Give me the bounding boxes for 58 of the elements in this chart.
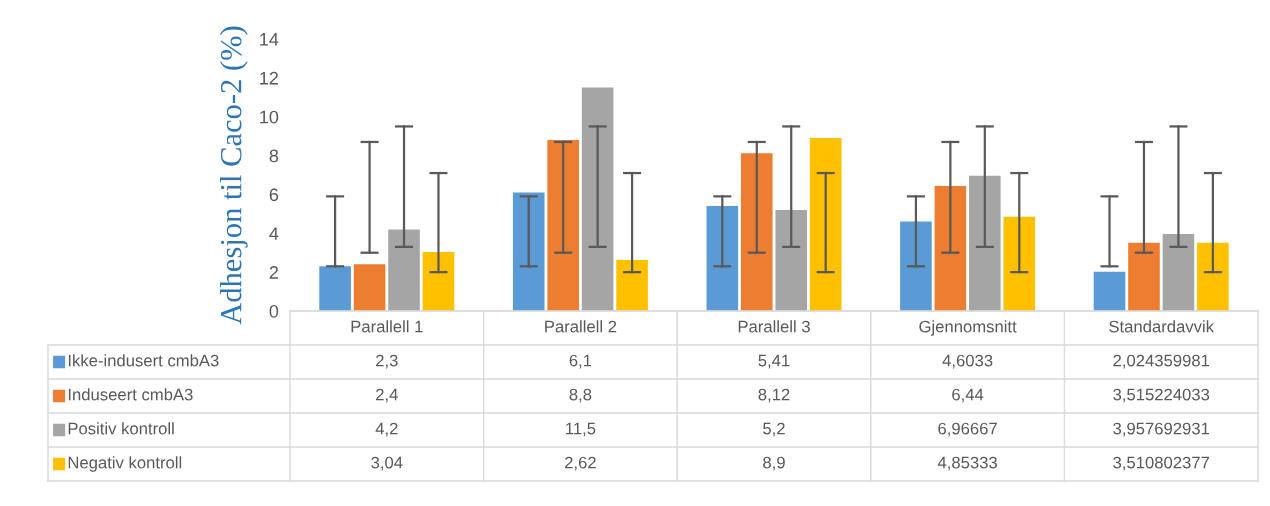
bar (319, 266, 351, 311)
data-label: 2,024359981 (1113, 354, 1210, 369)
bar (1197, 242, 1229, 311)
data-label: 6,44 (952, 388, 984, 403)
bar (616, 260, 648, 311)
data-label: 8,9 (763, 456, 785, 471)
bar (547, 140, 579, 311)
y-tick-label: 2 (269, 266, 278, 279)
x-tick-label: Gjennomsnitt (919, 320, 1017, 336)
data-label: 11,5 (566, 422, 596, 437)
data-label: 2,3 (376, 354, 398, 369)
data-label: 5,2 (763, 422, 785, 437)
data-label: 3,515224033 (1113, 388, 1210, 403)
data-label: 8,12 (758, 388, 790, 403)
bar (1093, 271, 1126, 311)
bar (740, 153, 773, 311)
data-label: 4,2 (375, 422, 398, 437)
data-label: 2,62 (565, 456, 596, 471)
legend-label: Negativ kontroll (68, 456, 182, 472)
bar (422, 251, 455, 311)
legend-label: Induseert cmbA3 (68, 388, 193, 401)
legend-label: Ikke-indusert cmbA3 (68, 354, 219, 367)
bar (1128, 242, 1160, 311)
bar (775, 209, 808, 311)
bar (1162, 234, 1195, 311)
y-tick-label: 0 (269, 304, 279, 318)
data-label: 6,1 (569, 354, 592, 369)
data-label: 4,6033 (942, 354, 993, 369)
data-label: 4,85333 (937, 456, 997, 471)
x-tick-label: Parallell 2 (545, 320, 617, 333)
data-label: 3,510802377 (1113, 456, 1210, 471)
y-tick-label: 8 (269, 149, 279, 163)
data-label: 2,4 (376, 388, 398, 403)
bar (512, 192, 545, 311)
y-tick-label: 14 (260, 33, 279, 46)
bar (581, 87, 614, 311)
data-label: 6,96667 (938, 422, 997, 437)
bar (388, 229, 420, 311)
bar (353, 264, 386, 311)
y-tick-label: 10 (260, 110, 279, 124)
bar (706, 205, 739, 311)
bar (809, 138, 842, 311)
data-label: 3,957692931 (1113, 422, 1210, 437)
bar (900, 221, 932, 311)
data-label: 3,04 (371, 456, 403, 471)
y-tick-label: 6 (269, 188, 279, 202)
legend-label: Positiv kontroll (68, 422, 174, 435)
data-label: 8,8 (569, 388, 592, 403)
x-tick-label: Parallell 1 (351, 320, 423, 333)
bar (969, 175, 1001, 311)
y-tick-label: 12 (260, 71, 278, 85)
x-tick-label: Standardavvik (1109, 320, 1215, 333)
bar (934, 185, 967, 311)
y-axis-title: Adhesjon til Caco-2 (%) (219, 26, 248, 325)
bar (1003, 216, 1036, 311)
data-label: 5,41 (758, 354, 790, 369)
x-tick-label: Parallell 3 (738, 320, 810, 333)
y-tick-label: 4 (269, 227, 279, 240)
